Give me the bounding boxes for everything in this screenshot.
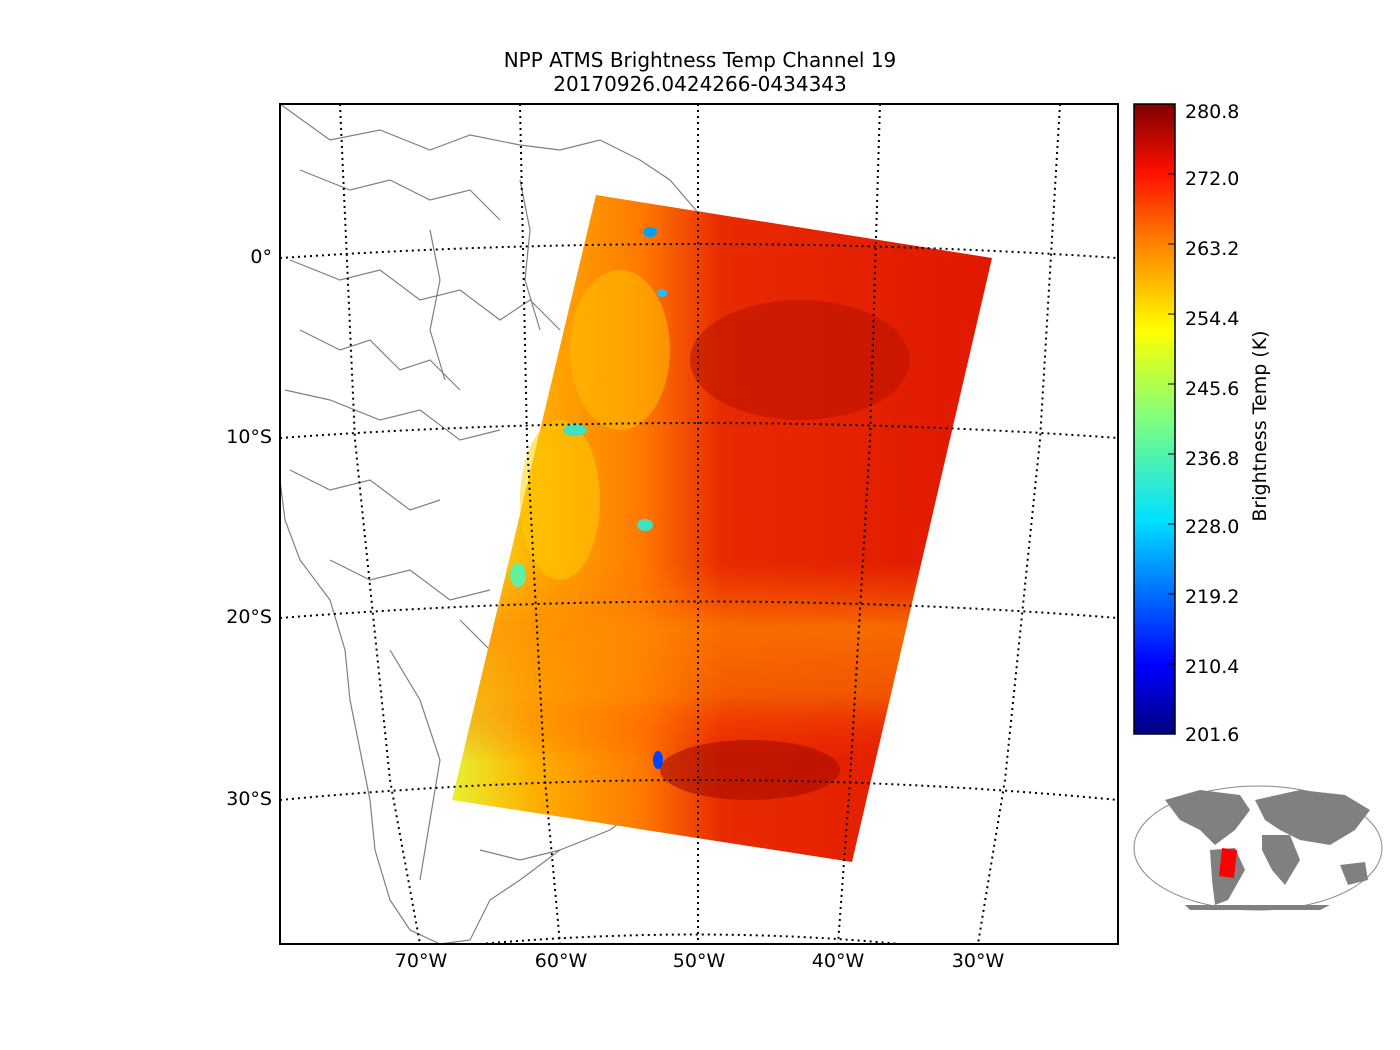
map-title: NPP ATMS Brightness Temp Channel 19 xyxy=(503,48,897,72)
colorbar-tick-label: 280.8 xyxy=(1185,101,1240,123)
colorbar-tick-label: 272.0 xyxy=(1185,168,1240,190)
lat-label-10s: 10°S xyxy=(226,426,272,448)
graticule xyxy=(280,104,1118,944)
brightness-temp-swath xyxy=(452,195,992,862)
colorbar-label: Brightness Temp (K) xyxy=(1249,330,1271,522)
colorbar-tick-label: 201.6 xyxy=(1185,724,1240,746)
lat-label-0: 0° xyxy=(250,246,272,268)
colorbar-tick-label: 219.2 xyxy=(1185,586,1240,608)
map-area xyxy=(280,104,1118,944)
inset-globe xyxy=(1133,785,1383,911)
colorbar-tick-label: 228.0 xyxy=(1185,516,1240,538)
lon-label-60w: 60°W xyxy=(534,950,588,972)
lon-label-70w: 70°W xyxy=(394,950,448,972)
map-frame xyxy=(279,103,1119,945)
colorbar-tick-label: 254.4 xyxy=(1185,308,1240,330)
lon-label-40w: 40°W xyxy=(811,950,865,972)
lat-label-20s: 20°S xyxy=(226,606,272,628)
colorbar-tick-label: 245.6 xyxy=(1185,378,1240,400)
colorbar-tick-label: 263.2 xyxy=(1185,238,1240,260)
colorbar-ticks xyxy=(1168,103,1175,735)
lon-label-50w: 50°W xyxy=(672,950,726,972)
colorbar-tick-label: 236.8 xyxy=(1185,448,1240,470)
colorbar-tick-label: 210.4 xyxy=(1185,656,1240,678)
lat-label-30s: 30°S xyxy=(226,788,272,810)
map-subtitle: 20170926.0424266-0434343 xyxy=(553,72,847,96)
lon-label-30w: 30°W xyxy=(951,950,1005,972)
colorbar xyxy=(1133,103,1176,735)
